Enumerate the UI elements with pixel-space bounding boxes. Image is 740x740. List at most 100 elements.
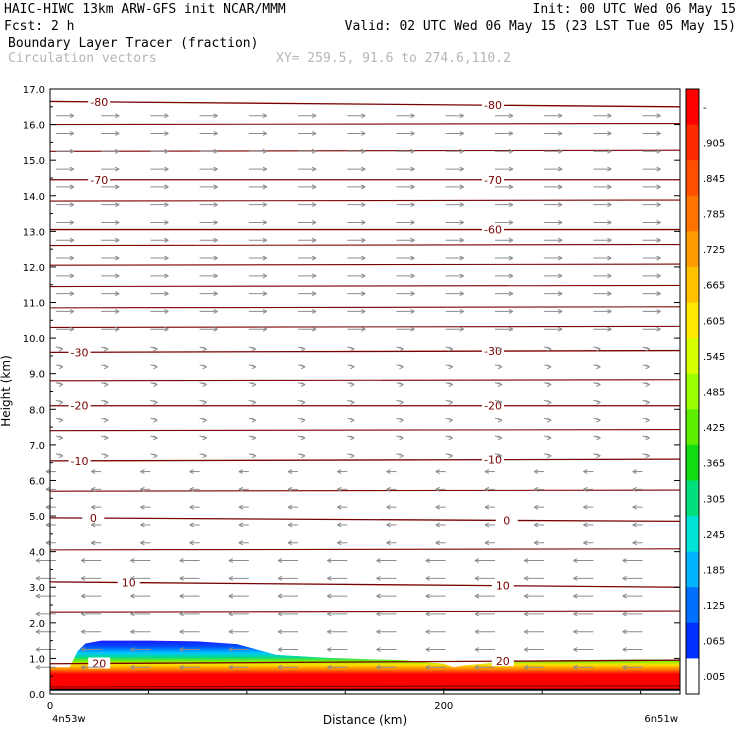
contour-label: 0 — [90, 512, 97, 525]
wind-vector-head — [425, 593, 430, 599]
wind-vector-head — [262, 255, 268, 261]
wind-vector-head — [508, 131, 514, 136]
wind-vector-head — [656, 220, 661, 225]
header-valid-time: Valid: 02 UTC Wed 06 May 15 (23 LST Tue … — [345, 19, 736, 34]
wind-vector-head — [459, 291, 464, 297]
colorbar-frame — [685, 88, 700, 695]
wind-vector-head — [213, 273, 218, 279]
wind-vector-head — [596, 453, 601, 459]
wind-vector-head — [361, 326, 366, 332]
wind-vector-head — [607, 184, 612, 190]
colorbar-label: - — [703, 103, 707, 114]
wind-vector-head — [213, 326, 218, 332]
wind-vector-head — [399, 364, 404, 370]
contour-label: -10 — [484, 454, 502, 467]
tracer-region — [50, 640, 680, 693]
wind-vector-head — [425, 647, 430, 652]
wind-vector-head — [262, 148, 268, 154]
wind-vector-head — [80, 629, 86, 635]
wind-vector-head — [410, 148, 415, 154]
wind-vector-head — [656, 166, 661, 172]
wind-vector-head — [410, 202, 415, 208]
wind-vector-head — [90, 469, 96, 475]
wind-vector-head — [228, 593, 234, 599]
wind-vector-head — [69, 291, 75, 297]
wind-vector-head — [213, 220, 218, 225]
wind-vector-head — [153, 382, 158, 388]
isotherm-line — [49, 284, 681, 288]
wind-vector-head — [350, 382, 355, 388]
wind-vector-head — [213, 237, 218, 243]
wind-vector-head — [311, 255, 317, 261]
wind-vector-head — [287, 522, 293, 528]
wind-vector-head — [262, 202, 268, 208]
wind-vector-head — [523, 575, 529, 581]
wind-vector-head — [497, 382, 503, 388]
contour-label: -10 — [71, 455, 89, 468]
wind-vector-head — [399, 399, 404, 405]
wind-vector-head — [523, 664, 529, 670]
wind-vector-head — [311, 184, 317, 190]
wind-vector-head — [607, 308, 612, 314]
wind-vector-head — [596, 346, 601, 352]
wind-vector-head — [583, 469, 588, 475]
wind-vector-head — [557, 326, 563, 332]
wind-vector-head — [410, 166, 415, 172]
wind-vector-head — [350, 399, 355, 405]
wind-vector-head — [350, 364, 355, 370]
x-axis-label: Distance (km) — [323, 713, 407, 727]
wind-vector-head — [130, 575, 135, 581]
wind-vector-head — [238, 540, 244, 546]
wind-vector-head — [262, 113, 268, 119]
wind-vector-head — [277, 575, 283, 581]
wind-vector-head — [399, 435, 404, 441]
wind-vector-head — [546, 417, 552, 423]
wind-vector-head — [448, 417, 453, 423]
wind-vector-head — [103, 417, 109, 423]
wind-vector-head — [508, 273, 514, 279]
wind-vector-head — [410, 131, 415, 136]
wind-vector-head — [376, 647, 381, 652]
wind-vector-head — [459, 255, 464, 261]
wind-vector-head — [435, 522, 440, 528]
colorbar-swatch — [686, 266, 699, 304]
contour-label: 0 — [503, 514, 510, 527]
wind-vector-head — [557, 166, 563, 172]
colorbar-swatch — [686, 444, 699, 481]
wind-vector-head — [435, 504, 440, 510]
wind-vector-head — [164, 148, 169, 154]
wind-vector-head — [583, 540, 588, 546]
colorbar-swatch — [686, 516, 699, 553]
wind-vector-head — [573, 629, 578, 635]
wind-vector-head — [202, 453, 207, 459]
colorbar-swatch — [686, 373, 699, 410]
colorbar-label: .665 — [703, 281, 725, 292]
wind-vector-head — [140, 469, 145, 475]
contour-label-bg — [491, 655, 514, 667]
wind-vector-head — [164, 184, 169, 190]
wind-vector-head — [557, 273, 563, 279]
wind-vector-head — [376, 575, 381, 581]
wind-vector-head — [361, 148, 366, 154]
header-init-time: Init: 00 UTC Wed 06 May 15 — [533, 2, 737, 17]
wind-vector-head — [583, 486, 588, 492]
wind-vector-head — [213, 166, 218, 172]
wind-vector-head — [140, 486, 145, 492]
x-endpoint-right: 6n51w — [644, 714, 678, 725]
y-axis-label: Height (km) — [0, 355, 13, 426]
y-tick-label: 2.0 — [29, 619, 45, 630]
wind-vector-head — [179, 558, 184, 563]
wind-vector-head — [484, 522, 490, 528]
wind-vector-head — [607, 148, 612, 154]
wind-vector-head — [69, 326, 75, 332]
colorbar-label: .065 — [703, 637, 725, 648]
wind-vector-head — [508, 291, 514, 297]
contour-label-bg — [481, 173, 504, 185]
wind-vector-head — [189, 540, 194, 546]
wind-vector-head — [213, 202, 218, 208]
wind-vector-head — [228, 558, 234, 563]
wind-vector-head — [410, 308, 415, 314]
wind-vector-head — [69, 113, 75, 119]
wind-vector-head — [300, 453, 306, 459]
wind-vector-head — [622, 647, 627, 652]
